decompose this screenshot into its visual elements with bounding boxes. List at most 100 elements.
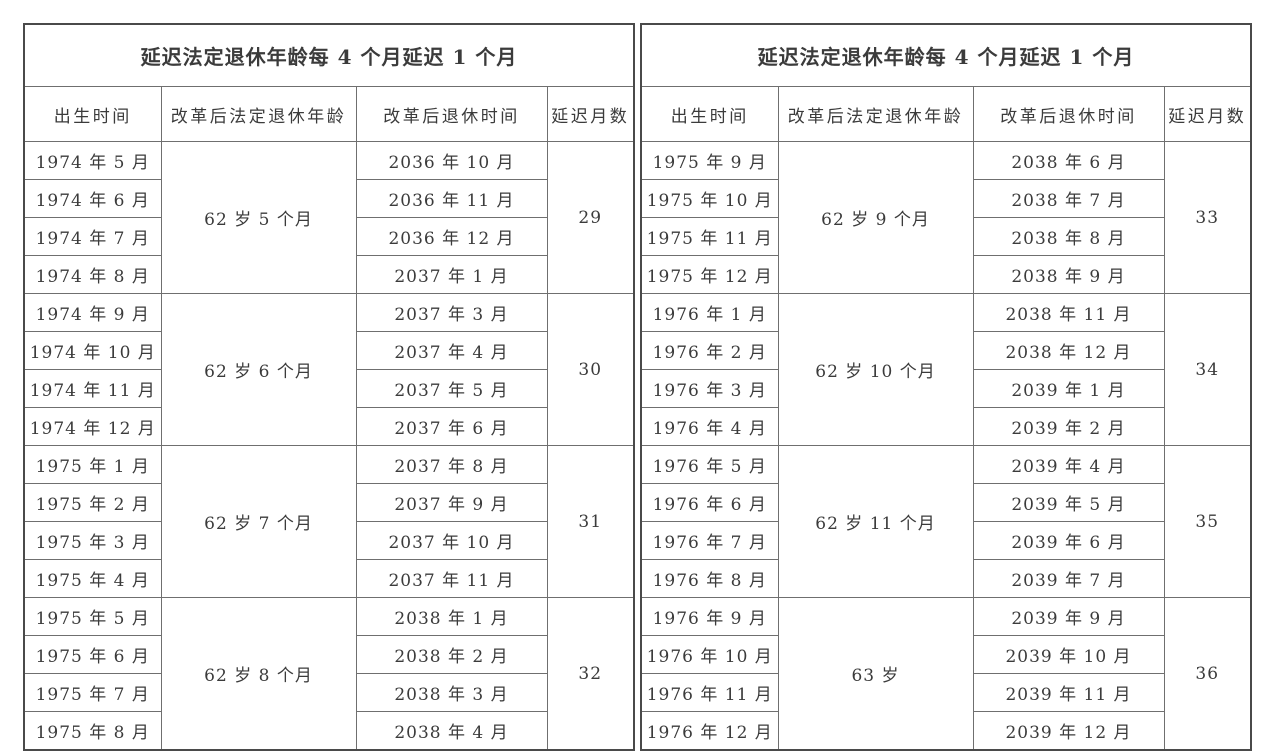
table-row: 1976 年 11 月 2039 年 11 月: [640, 673, 1251, 712]
retirement-cell: 2039 年 10 月: [972, 635, 1165, 674]
birth-cell: 1975 年 9 月: [640, 141, 779, 180]
retirement-cell: 2038 年 2 月: [355, 635, 548, 674]
birth-cell: 1974 年 12 月: [23, 407, 162, 446]
retirement-cell: 2039 年 4 月: [972, 445, 1165, 484]
birth-cell: 1975 年 7 月: [23, 673, 162, 712]
table-row: 1976 年 10 月 2039 年 10 月: [640, 635, 1251, 674]
retirement-cell: 2039 年 5 月: [972, 483, 1165, 522]
birth-cell: 1975 年 10 月: [640, 179, 779, 218]
birth-cell: 1976 年 7 月: [640, 521, 779, 560]
birth-cell: 1976 年 3 月: [640, 369, 779, 408]
table-row: 1975 年 6 月 2038 年 2 月: [23, 635, 634, 674]
table-row: 1974 年 11 月 2037 年 5 月: [23, 369, 634, 408]
table-header-row: 出生时间 改革后法定退休年龄 改革后退休时间 延迟月数: [640, 86, 1252, 142]
table-row: 1976 年 5 月 62 岁 11 个月 2039 年 4 月 35: [640, 445, 1252, 598]
retirement-cell: 2037 年 4 月: [355, 331, 548, 370]
birth-cell: 1976 年 9 月: [640, 597, 779, 636]
column-header-birth: 出生时间: [640, 86, 779, 142]
column-header-retirement: 改革后退休时间: [972, 86, 1165, 142]
birth-cell: 1975 年 11 月: [640, 217, 779, 256]
table-row: 1974 年 8 月 2037 年 1 月: [23, 255, 634, 294]
birth-cell: 1976 年 10 月: [640, 635, 779, 674]
retirement-cell: 2039 年 12 月: [972, 711, 1165, 751]
table-row: 1976 年 3 月 2039 年 1 月: [640, 369, 1251, 408]
table-row: 1975 年 12 月 2038 年 9 月: [640, 255, 1251, 294]
delay-months-cell: 34: [1163, 293, 1252, 446]
retirement-cell: 2037 年 6 月: [355, 407, 548, 446]
age-cell: 62 岁 11 个月: [777, 445, 974, 598]
retirement-cell: 2037 年 10 月: [355, 521, 548, 560]
table-row: 1975 年 5 月 62 岁 8 个月 2038 年 1 月 32: [23, 597, 635, 751]
retirement-cell: 2038 年 12 月: [972, 331, 1165, 370]
delay-months-cell: 35: [1163, 445, 1252, 598]
birth-cell: 1976 年 11 月: [640, 673, 779, 712]
birth-cell: 1974 年 7 月: [23, 217, 162, 256]
table-row: 1975 年 3 月 2037 年 10 月: [23, 521, 634, 560]
column-header-birth: 出生时间: [23, 86, 162, 142]
retirement-cell: 2036 年 10 月: [355, 141, 548, 180]
table-row: 1975 年 7 月 2038 年 3 月: [23, 673, 634, 712]
birth-cell: 1974 年 6 月: [23, 179, 162, 218]
birth-cell: 1974 年 10 月: [23, 331, 162, 370]
age-cell: 62 岁 10 个月: [777, 293, 974, 446]
table-row: 1976 年 9 月 63 岁 2039 年 9 月 36: [640, 597, 1252, 751]
table-row: 1974 年 5 月 62 岁 5 个月 2036 年 10 月 29: [23, 141, 635, 294]
birth-cell: 1975 年 12 月: [640, 255, 779, 294]
retirement-cell: 2038 年 3 月: [355, 673, 548, 712]
birth-cell: 1975 年 4 月: [23, 559, 162, 598]
age-cell: 62 岁 7 个月: [160, 445, 357, 598]
birth-cell: 1976 年 1 月: [640, 293, 779, 332]
age-cell: 62 岁 9 个月: [777, 141, 974, 294]
table-title: 延迟法定退休年龄每 4 个月延迟 1 个月: [640, 23, 1252, 87]
birth-cell: 1974 年 5 月: [23, 141, 162, 180]
table-row: 1976 年 7 月 2039 年 6 月: [640, 521, 1251, 560]
birth-cell: 1975 年 5 月: [23, 597, 162, 636]
retirement-cell: 2036 年 12 月: [355, 217, 548, 256]
birth-cell: 1975 年 6 月: [23, 635, 162, 674]
retirement-cell: 2038 年 4 月: [355, 711, 548, 751]
retirement-cell: 2036 年 11 月: [355, 179, 548, 218]
retirement-cell: 2038 年 9 月: [972, 255, 1165, 294]
retirement-cell: 2039 年 11 月: [972, 673, 1165, 712]
birth-cell: 1974 年 8 月: [23, 255, 162, 294]
retirement-cell: 2038 年 6 月: [972, 141, 1165, 180]
retirement-table-left: 延迟法定退休年龄每 4 个月延迟 1 个月 出生时间 改革后法定退休年龄 改革后退休时…: [23, 23, 635, 751]
table-title: 延迟法定退休年龄每 4 个月延迟 1 个月: [23, 23, 635, 87]
delay-months-cell: 31: [546, 445, 635, 598]
birth-cell: 1976 年 6 月: [640, 483, 779, 522]
retirement-cell: 2037 年 11 月: [355, 559, 548, 598]
table-row: 1974 年 9 月 62 岁 6 个月 2037 年 3 月 30: [23, 293, 635, 446]
retirement-cell: 2039 年 1 月: [972, 369, 1165, 408]
birth-cell: 1974 年 9 月: [23, 293, 162, 332]
retirement-cell: 2038 年 1 月: [355, 597, 548, 636]
column-header-delay: 延迟月数: [546, 86, 635, 142]
retirement-table-right: 延迟法定退休年龄每 4 个月延迟 1 个月 出生时间 改革后法定退休年龄 改革后退休时…: [640, 23, 1252, 751]
retirement-cell: 2037 年 1 月: [355, 255, 548, 294]
age-cell: 63 岁: [777, 597, 974, 751]
table-header-row: 出生时间 改革后法定退休年龄 改革后退休时间 延迟月数: [23, 86, 635, 142]
table-row: 1974 年 7 月 2036 年 12 月: [23, 217, 634, 256]
retirement-cell: 2038 年 8 月: [972, 217, 1165, 256]
table-row: 1974 年 10 月 2037 年 4 月: [23, 331, 634, 370]
birth-cell: 1976 年 5 月: [640, 445, 779, 484]
delay-months-cell: 32: [546, 597, 635, 751]
retirement-cell: 2039 年 7 月: [972, 559, 1165, 598]
retirement-cell: 2039 年 2 月: [972, 407, 1165, 446]
birth-cell: 1976 年 4 月: [640, 407, 779, 446]
column-header-age: 改革后法定退休年龄: [777, 86, 974, 142]
age-cell: 62 岁 6 个月: [160, 293, 357, 446]
table-row: 1975 年 4 月 2037 年 11 月: [23, 559, 634, 598]
table-row: 1976 年 2 月 2038 年 12 月: [640, 331, 1251, 370]
table-row: 1974 年 12 月 2037 年 6 月: [23, 407, 634, 446]
table-row: 1974 年 6 月 2036 年 11 月: [23, 179, 634, 218]
table-row: 1976 年 1 月 62 岁 10 个月 2038 年 11 月 34: [640, 293, 1252, 446]
birth-cell: 1975 年 8 月: [23, 711, 162, 751]
retirement-cell: 2037 年 5 月: [355, 369, 548, 408]
table-row: 1975 年 9 月 62 岁 9 个月 2038 年 6 月 33: [640, 141, 1252, 294]
retirement-cell: 2039 年 6 月: [972, 521, 1165, 560]
age-cell: 62 岁 5 个月: [160, 141, 357, 294]
column-header-delay: 延迟月数: [1163, 86, 1252, 142]
retirement-cell: 2039 年 9 月: [972, 597, 1165, 636]
table-title-row: 延迟法定退休年龄每 4 个月延迟 1 个月: [23, 23, 635, 87]
